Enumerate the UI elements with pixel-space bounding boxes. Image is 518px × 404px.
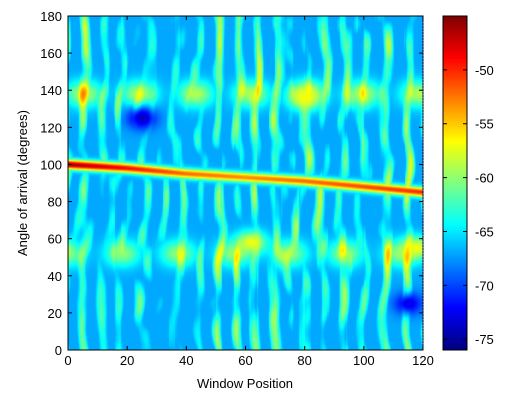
y-tick-label: 180 (40, 9, 62, 24)
y-tick-label: 100 (40, 157, 62, 172)
x-tick-label: 60 (238, 353, 252, 368)
y-tick-label: 160 (40, 46, 62, 61)
x-tick-label: 40 (179, 353, 193, 368)
plot-frame (67, 15, 468, 351)
x-tick-label: 120 (412, 353, 434, 368)
colorbar-image (443, 16, 467, 350)
plot-border (67, 15, 424, 351)
colorbar-tick-label: -55 (475, 117, 494, 132)
y-tick-label: 60 (48, 232, 62, 247)
x-tick-label: 100 (353, 353, 375, 368)
x-tick-label: 20 (120, 353, 134, 368)
colorbar-tick-label: -60 (475, 171, 494, 186)
x-tick-label: 80 (297, 353, 311, 368)
y-tick-label: 20 (48, 306, 62, 321)
colorbar-tick-label: -50 (475, 63, 494, 78)
y-tick-label: 80 (48, 195, 62, 210)
x-axis-ticks: 0 20 40 60 80 100 120 (64, 16, 434, 368)
y-axis-ticks: 0 20 40 60 80 100 120 140 160 180 (40, 9, 423, 358)
x-axis-label: Window Position (197, 376, 293, 391)
colorbar-tick-label: -70 (475, 278, 494, 293)
y-tick-label: 0 (55, 343, 62, 358)
y-tick-label: 40 (48, 269, 62, 284)
heatmap-image (68, 16, 423, 350)
colorbar-tick-label: -75 (475, 332, 494, 347)
colorbar-border (442, 15, 468, 351)
y-axis-label: Angle of arrival (degrees) (15, 110, 30, 256)
colorbar-ticks: -50 -55 -60 -65 -70 -75 (443, 63, 494, 347)
y-tick-label: 140 (40, 83, 62, 98)
y-tick-label: 120 (40, 120, 62, 135)
colorbar-tick-label: -65 (475, 224, 494, 239)
x-tick-label: 0 (64, 353, 71, 368)
